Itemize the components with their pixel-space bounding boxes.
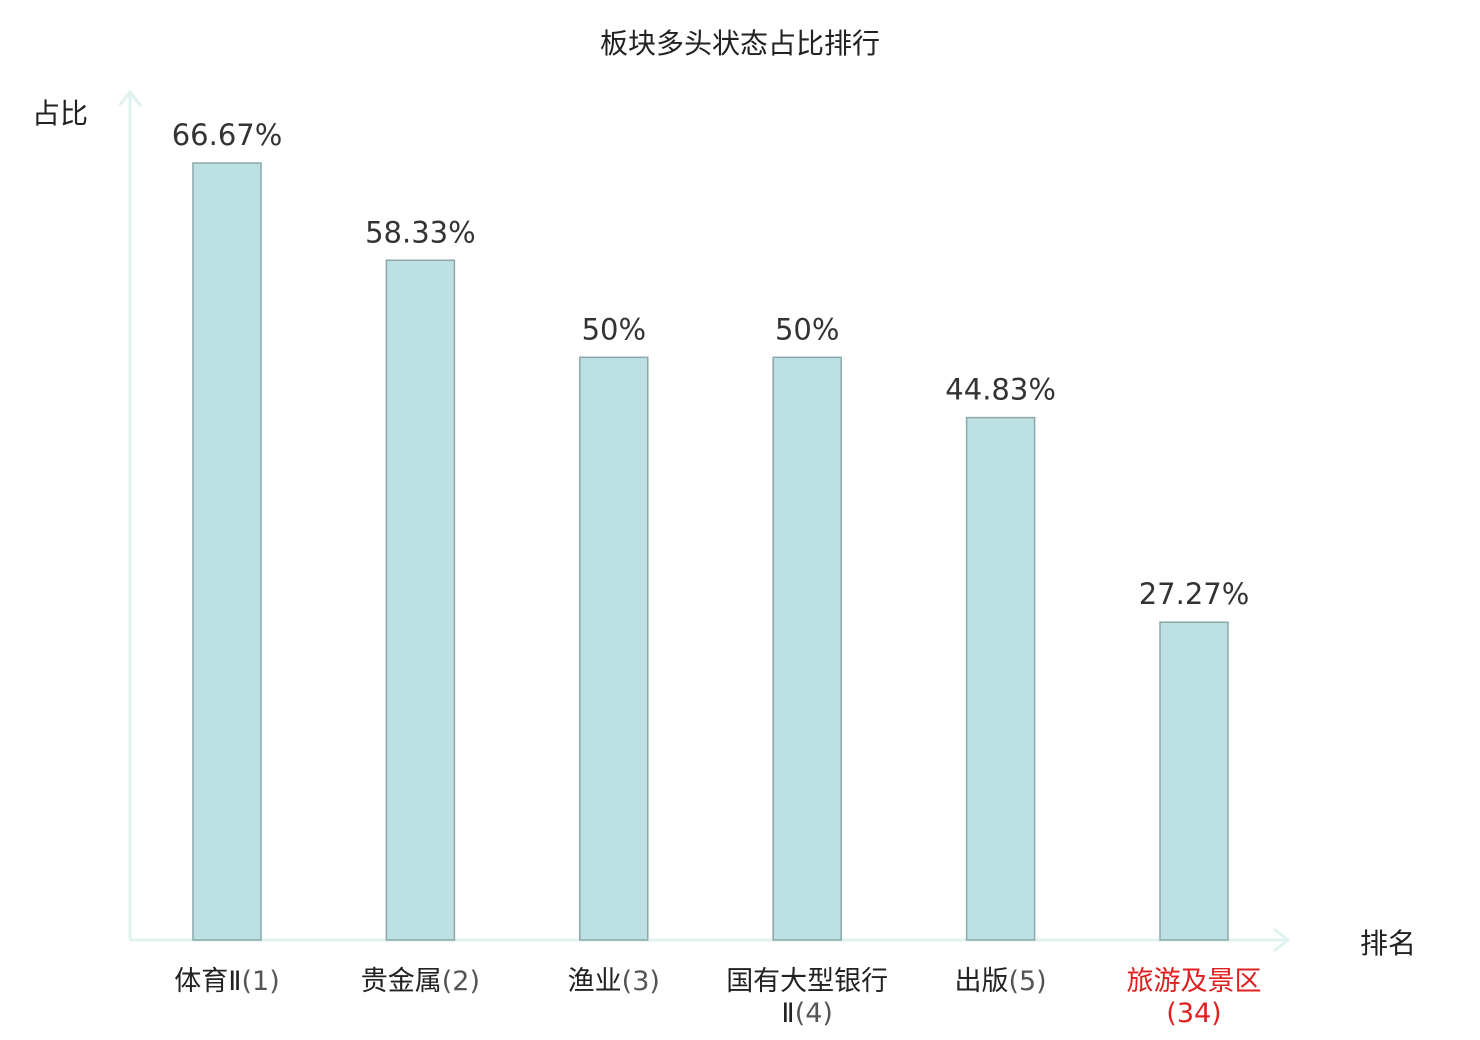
category-rank: (34) bbox=[1166, 998, 1222, 1029]
category-name: 体育Ⅱ bbox=[174, 966, 242, 997]
category-label-3: 渔业(3) bbox=[524, 966, 704, 998]
y-axis-label: 占比 bbox=[32, 97, 89, 130]
category-rank: (5) bbox=[1008, 966, 1047, 997]
bars-group bbox=[192, 162, 1229, 941]
x-axis-arrow bbox=[1273, 927, 1291, 953]
x-axis-label: 排名 bbox=[1360, 927, 1417, 960]
category-label-1: 体育Ⅱ(1) bbox=[137, 966, 317, 998]
bar-1 bbox=[192, 162, 262, 941]
value-label-1: 66.67% bbox=[172, 118, 283, 152]
category-rank: (2) bbox=[441, 966, 481, 997]
category-name: 旅游及景区 bbox=[1126, 966, 1262, 997]
bar-5 bbox=[965, 416, 1036, 941]
axes bbox=[117, 89, 1291, 953]
category-name: 渔业 bbox=[567, 966, 622, 997]
chart-title: 板块多头状态占比排行 bbox=[599, 27, 880, 60]
category-name: 国有大型银行Ⅱ bbox=[726, 966, 889, 1029]
category-name: 贵金属 bbox=[360, 966, 442, 997]
category-label-5: 出版(5) bbox=[911, 966, 1091, 998]
value-label-5: 44.83% bbox=[945, 373, 1056, 407]
category-rank: (3) bbox=[621, 966, 660, 997]
bar-6 bbox=[1159, 621, 1229, 941]
category-label-6: 旅游及景区(34) bbox=[1104, 966, 1284, 1030]
value-label-2: 58.33% bbox=[365, 215, 476, 249]
category-label-4: 国有大型银行Ⅱ(4) bbox=[717, 966, 897, 1030]
category-rank: (4) bbox=[794, 998, 833, 1029]
value-labels-group: 66.67% 58.33% 50% 50% 44.83% 27.27% bbox=[172, 118, 1250, 611]
bar-3 bbox=[579, 356, 649, 941]
bar-4 bbox=[772, 356, 842, 941]
value-label-4: 50% bbox=[775, 312, 839, 346]
category-rank: (1) bbox=[241, 966, 280, 997]
category-name: 出版 bbox=[954, 966, 1009, 997]
value-label-6: 27.27% bbox=[1139, 577, 1250, 611]
value-label-3: 50% bbox=[582, 312, 646, 346]
category-label-2: 贵金属(2) bbox=[330, 966, 510, 998]
bar-2 bbox=[385, 259, 456, 941]
y-axis-arrow bbox=[117, 89, 143, 107]
